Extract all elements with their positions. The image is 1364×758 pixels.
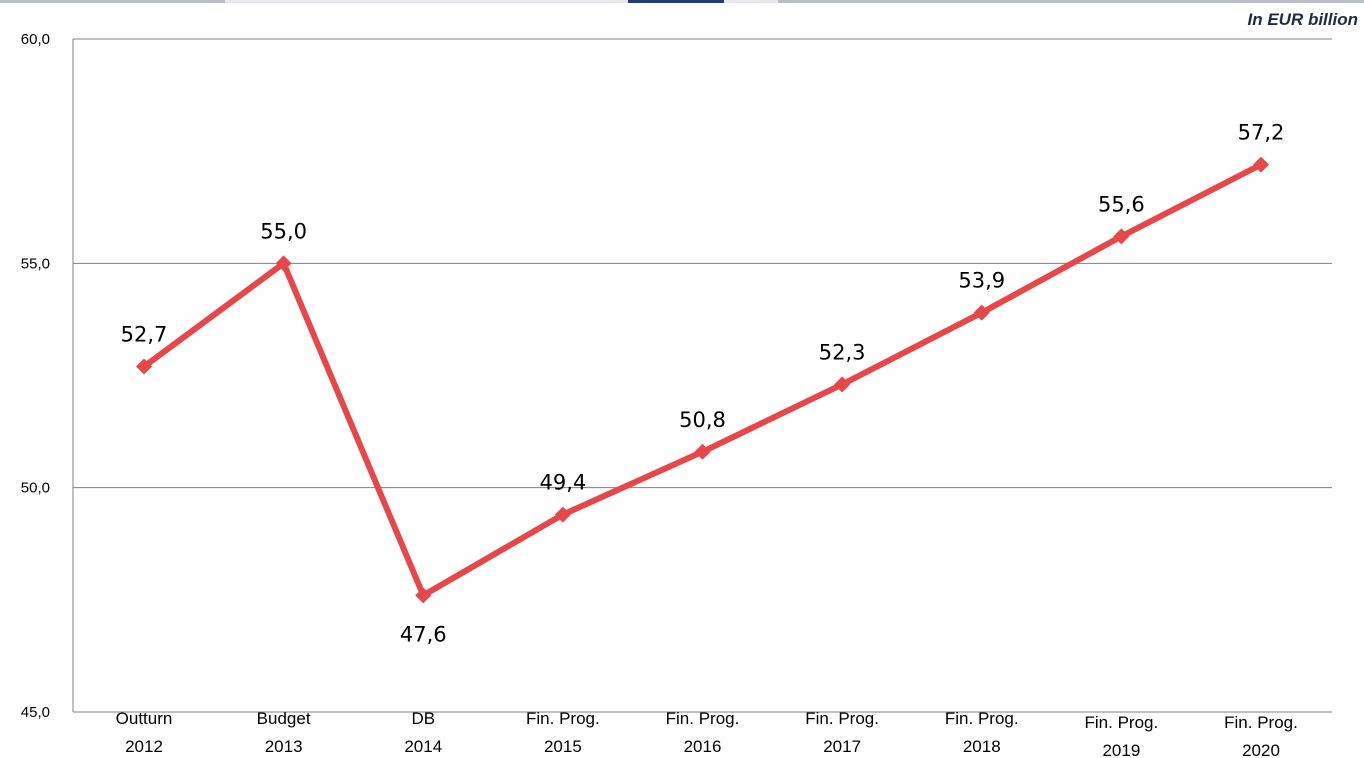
data-point-marker xyxy=(1113,228,1130,245)
data-labels: 52,7 55,0 47,6 49,4 50,8 52,3 53,9 55,6 57,2 xyxy=(121,121,1285,647)
x-category-label: Fin. Prog. xyxy=(666,709,740,728)
x-category-label: Fin. Prog. xyxy=(1224,713,1298,732)
data-label: 55,6 xyxy=(1098,192,1145,216)
data-label: 52,7 xyxy=(121,323,168,347)
data-point-marker xyxy=(1253,156,1269,173)
x-category-label: Fin. Prog. xyxy=(945,709,1019,728)
x-category-year: 2017 xyxy=(823,737,861,756)
data-label: 50,8 xyxy=(679,408,726,432)
y-tick-label: 60,0 xyxy=(21,31,50,48)
x-category-label: Fin. Prog. xyxy=(526,709,600,728)
x-category-year: 2014 xyxy=(404,737,442,756)
y-tick-label: 55,0 xyxy=(21,255,50,272)
x-category-year: 2016 xyxy=(684,737,722,756)
x-category-year: 2020 xyxy=(1242,741,1280,758)
x-category-label: Fin. Prog. xyxy=(1085,713,1159,732)
data-label: 49,4 xyxy=(539,471,586,495)
y-tick-labels: 45,0 50,0 55,0 60,0 xyxy=(21,31,50,721)
series-line-layer xyxy=(141,161,1264,599)
top-header-strip xyxy=(0,0,1364,3)
data-point-marker xyxy=(554,506,571,523)
data-markers xyxy=(136,156,1269,604)
axes xyxy=(72,39,1332,713)
x-category-labels: Outturn 2012 Budget 2013 DB 2014 Fin. Prog. 201… xyxy=(116,709,1298,758)
y-tick-label: 45,0 xyxy=(21,704,50,721)
x-category-label: Budget xyxy=(257,709,311,728)
data-label: 55,0 xyxy=(260,219,307,243)
data-point-marker xyxy=(136,358,152,375)
series-line xyxy=(141,161,1264,599)
data-point-marker xyxy=(973,304,990,321)
x-category-year: 2015 xyxy=(544,737,582,756)
x-category-label: DB xyxy=(411,709,435,728)
data-point-marker xyxy=(834,376,851,393)
x-category-year: 2019 xyxy=(1102,741,1140,758)
data-label: 57,2 xyxy=(1238,121,1285,145)
data-label: 47,6 xyxy=(400,622,447,646)
data-label: 53,9 xyxy=(958,269,1005,293)
x-category-year: 2018 xyxy=(963,737,1001,756)
x-category-year: 2012 xyxy=(125,737,163,756)
data-label: 52,3 xyxy=(819,340,866,364)
x-category-year: 2013 xyxy=(265,737,303,756)
data-point-marker xyxy=(415,587,432,604)
unit-label: In EUR billion xyxy=(1248,10,1359,29)
data-point-marker xyxy=(275,255,292,272)
y-tick-label: 50,0 xyxy=(21,480,50,497)
data-point-marker xyxy=(694,443,711,460)
x-category-label: Fin. Prog. xyxy=(805,709,879,728)
x-category-label: Outturn xyxy=(116,709,173,728)
